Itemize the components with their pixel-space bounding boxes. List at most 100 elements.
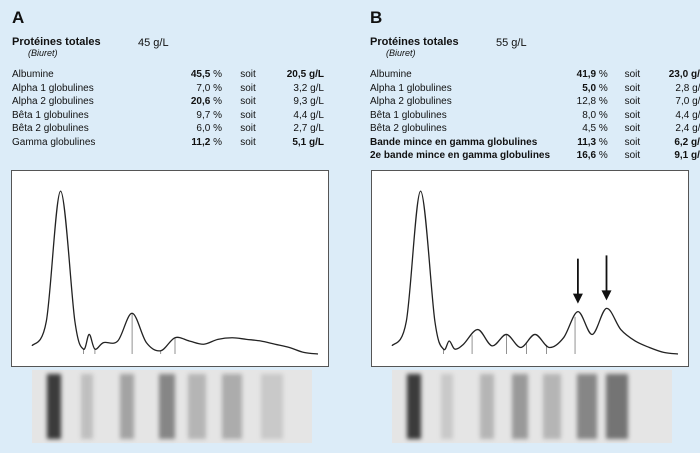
soit-label: soit	[624, 69, 641, 81]
fraction-pct: 20,6 %	[162, 95, 222, 109]
annotation-arrow-head	[572, 293, 583, 304]
fraction-gl: 9,3 g/L	[293, 96, 324, 108]
fraction-pct: 5,0 %	[550, 82, 608, 96]
fraction-gl: 20,5 g/L	[286, 69, 324, 81]
gel-band	[577, 374, 597, 439]
fraction-name: Alpha 1 globulines	[12, 82, 94, 94]
panel-letter: A	[12, 8, 25, 27]
fraction-pct: 8,0 %	[550, 109, 608, 123]
pct-value: 6,0	[196, 123, 211, 135]
fraction-name: Bêta 1 globulines	[370, 109, 447, 121]
gel-band	[543, 374, 561, 439]
panel-a: A Protéines totales (Biuret) 45 g/L Albu…	[8, 0, 348, 453]
fraction-name: Bêta 1 globulines	[12, 109, 89, 121]
fraction-gl: 7,0 g/L	[675, 96, 700, 108]
pct-unit: %	[213, 123, 222, 135]
gel-band	[81, 374, 93, 439]
pct-unit: %	[213, 109, 222, 121]
pct-value: 41,9	[576, 69, 597, 81]
fraction-gl: 3,2 g/L	[293, 82, 324, 94]
soit-label: soit	[240, 69, 256, 81]
gel-band	[480, 374, 494, 439]
pct-unit: %	[598, 136, 608, 148]
gel-strip-a	[32, 370, 312, 443]
fraction-row: Gamma globulines 11,2 % soit 5,1 g/L	[12, 136, 324, 150]
pct-value: 11,3	[577, 136, 597, 148]
pct-unit: %	[213, 82, 222, 94]
fraction-row: Bêta 2 globulines 4,5 % soit 2,4 g/L	[370, 122, 700, 136]
fraction-row: Alpha 2 globulines 12,8 % soit 7,0 g/L	[370, 95, 700, 109]
gel-strip-b	[392, 370, 672, 443]
fraction-gl: 2,7 g/L	[293, 123, 324, 135]
soit-label: soit	[624, 96, 641, 108]
fraction-row: Bêta 1 globulines 9,7 % soit 4,4 g/L	[12, 109, 324, 123]
total-protein-value: 45 g/L	[138, 37, 169, 49]
pct-unit: %	[213, 136, 222, 148]
pct-value: 11,2	[191, 136, 211, 148]
fractions-table: Albumine 45,5 % soit 20,5 g/L Alpha 1 globu…	[12, 68, 324, 149]
fraction-row: Alpha 1 globulines 5,0 % soit 2,8 g/L	[370, 82, 700, 96]
soit-label: soit	[240, 136, 256, 148]
gel-band	[261, 374, 283, 439]
fraction-name: Albumine	[370, 69, 412, 81]
pct-value: 5,0	[582, 82, 597, 94]
gel-band	[407, 374, 421, 439]
fraction-gl: 4,4 g/L	[293, 109, 324, 121]
fraction-gl: 2,4 g/L	[675, 123, 700, 135]
fraction-name: Albumine	[12, 69, 54, 81]
pct-value: 16,6	[576, 150, 597, 162]
pct-unit: %	[598, 69, 608, 81]
gel-band	[512, 374, 528, 439]
fraction-pct: 11,2 %	[162, 136, 222, 150]
fraction-pct: 16,6 %	[550, 149, 608, 163]
pct-value: 7,0	[196, 82, 211, 94]
pct-value: 9,7	[196, 109, 211, 121]
gel-band	[222, 374, 242, 439]
fraction-name: Alpha 1 globulines	[370, 82, 452, 94]
annotation-arrow-head	[601, 290, 612, 301]
pct-unit: %	[598, 123, 608, 135]
fraction-gl: 6,2 g/L	[674, 136, 700, 148]
fraction-name: Bêta 2 globulines	[370, 123, 447, 135]
fractions-table: Albumine 41,9 % soit 23,0 g/L Alpha 1 globu…	[370, 68, 700, 163]
curve-svg	[31, 190, 319, 355]
total-protein-label: Protéines totales	[12, 36, 101, 48]
fraction-row: Bêta 1 globulines 8,0 % soit 4,4 g/L	[370, 109, 700, 123]
panel-b: B Protéines totales (Biuret) 55 g/L Albu…	[366, 0, 700, 453]
fraction-pct: 9,7 %	[162, 109, 222, 123]
fraction-row: Bande mince en gamma globulines 11,3 % soi…	[370, 136, 700, 150]
fraction-gl: 2,8 g/L	[675, 82, 700, 94]
soit-label: soit	[624, 136, 641, 148]
fraction-gl: 5,1 g/L	[292, 136, 324, 148]
total-protein-label: Protéines totales	[370, 36, 459, 48]
pct-value: 4,5	[582, 123, 597, 135]
fraction-name: Bande mince en gamma globulines	[370, 136, 538, 148]
pct-value: 20,6	[190, 96, 211, 108]
soit-label: soit	[240, 82, 256, 94]
protein-curve	[391, 190, 679, 355]
fraction-pct: 12,8 %	[550, 95, 608, 109]
pct-unit: %	[213, 69, 222, 81]
fraction-row: Alpha 1 globulines 7,0 % soit 3,2 g/L	[12, 82, 324, 96]
electrophoresis-curve-a	[11, 170, 329, 367]
pct-value: 45,5	[190, 69, 211, 81]
total-protein-method: (Biuret)	[386, 48, 416, 58]
fraction-name: Gamma globulines	[12, 136, 96, 148]
pct-value: 8,0	[582, 109, 597, 121]
soit-label: soit	[624, 150, 641, 162]
gel-band	[159, 374, 175, 439]
soit-label: soit	[240, 123, 256, 135]
fraction-gl: 23,0 g/L	[668, 69, 700, 81]
pct-unit: %	[598, 82, 608, 94]
pct-unit: %	[598, 96, 608, 108]
soit-label: soit	[624, 109, 641, 121]
fraction-row: Albumine 45,5 % soit 20,5 g/L	[12, 68, 324, 82]
fraction-pct: 11,3 %	[550, 136, 608, 150]
fraction-name: Bêta 2 globulines	[12, 123, 89, 135]
fraction-name: 2e bande mince en gamma globulines	[370, 150, 551, 162]
gel-band	[441, 374, 453, 439]
fraction-row: Alpha 2 globulines 20,6 % soit 9,3 g/L	[12, 95, 324, 109]
fraction-pct: 4,5 %	[550, 122, 608, 136]
fraction-pct: 41,9 %	[550, 68, 608, 82]
gel-band	[606, 374, 628, 439]
